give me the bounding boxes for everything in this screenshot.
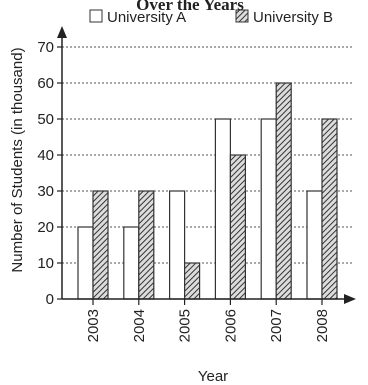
axes <box>57 26 356 304</box>
legend-label-university-a: University A <box>107 9 186 26</box>
legend-swatch-university-b <box>235 9 249 23</box>
y-tick-label: 10 <box>37 255 54 272</box>
y-tick-label: 30 <box>37 183 54 200</box>
y-tick-label: 40 <box>37 147 54 164</box>
bar-university-b-2005 <box>184 262 201 300</box>
bar-university-a-2004 <box>123 226 140 300</box>
y-tick-label: 0 <box>46 291 54 308</box>
legend: University A University B <box>89 9 333 26</box>
bar-university-b-2003 <box>92 190 109 300</box>
x-axis-label: Year <box>198 368 228 385</box>
x-tick-label: 2005 <box>177 309 194 342</box>
gridlines <box>62 46 352 264</box>
bar-university-b-2004 <box>138 190 155 300</box>
legend-label-university-b: University B <box>253 9 333 26</box>
y-tick-label: 20 <box>37 219 54 236</box>
y-tick-label: 60 <box>37 75 54 92</box>
y-axis-arrow <box>57 26 67 38</box>
bar-university-a-2003 <box>77 226 94 300</box>
x-tick-label: 2003 <box>85 309 102 342</box>
x-axis-arrow <box>344 294 356 304</box>
bar-university-a-2005 <box>169 190 186 300</box>
x-tick-labels: 2003 2004 2005 2006 2007 2008 <box>85 299 331 342</box>
y-axis-label: Number of Students (in thousand) <box>9 47 26 272</box>
bar-university-b-2006 <box>229 154 246 300</box>
y-tick-labels: 0 10 20 30 40 50 60 70 <box>37 39 62 308</box>
bar-university-b-2008 <box>321 118 338 300</box>
x-tick-label: 2004 <box>131 309 148 342</box>
y-tick-label: 50 <box>37 111 54 128</box>
chart-title: Over the Years <box>136 0 244 14</box>
bar-university-a-2006 <box>214 118 231 300</box>
bar-university-a-2008 <box>306 190 323 300</box>
x-tick-label: 2007 <box>268 309 285 342</box>
y-tick-label: 70 <box>37 39 54 56</box>
x-tick-label: 2008 <box>314 309 331 342</box>
legend-swatch-university-a <box>89 9 103 23</box>
bar-university-b-2007 <box>275 82 292 300</box>
bar-university-a-2007 <box>260 118 277 300</box>
x-tick-label: 2006 <box>222 309 239 342</box>
